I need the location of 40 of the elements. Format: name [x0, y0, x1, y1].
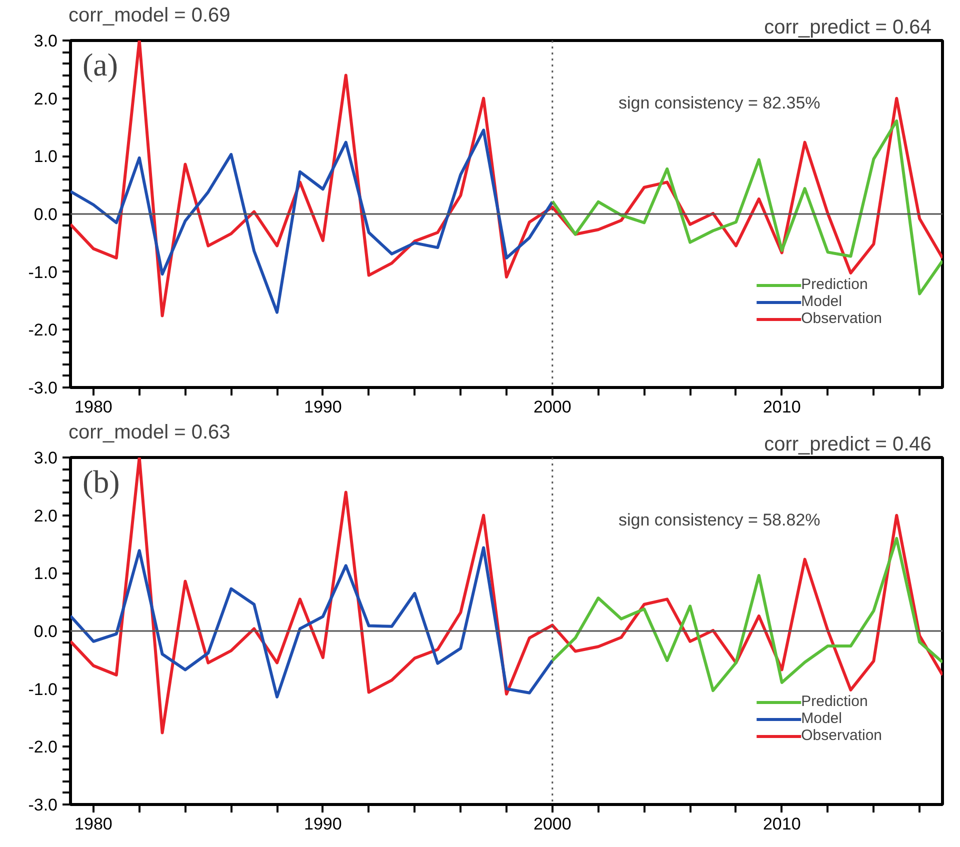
- x-tick-label: 2000: [533, 398, 572, 416]
- legend-label: Model: [801, 293, 842, 310]
- line-series: [550, 119, 942, 296]
- chart-subtitle: corr_predict = 0.46: [764, 434, 932, 456]
- chart-subtitle: corr_predict = 0.64: [764, 16, 932, 38]
- legend-label: Prediction: [801, 693, 868, 710]
- y-tick-label: 2.0: [34, 89, 58, 108]
- y-tick-label: 1.0: [34, 147, 58, 166]
- y-tick-label: -1.0: [28, 680, 58, 699]
- chart-title: corr_model = 0.69: [68, 4, 230, 26]
- legend-label: Observation: [801, 310, 882, 327]
- legend-label: Model: [801, 710, 842, 727]
- y-tick-label: 1.0: [34, 564, 58, 584]
- y-tick-label: 3.0: [34, 448, 58, 468]
- y-tick-label: -2.0: [28, 320, 58, 340]
- legend-label: Observation: [801, 727, 882, 744]
- x-tick-label: 1990: [304, 814, 342, 834]
- x-tick-label: 1980: [74, 814, 112, 834]
- annotation: sign consistency = 82.35%: [618, 94, 820, 112]
- line-series: [70, 546, 554, 698]
- y-tick-label: 3.0: [34, 32, 58, 50]
- y-tick-label: -2.0: [28, 738, 58, 757]
- y-tick-label: -1.0: [28, 262, 58, 282]
- legend-label: Prediction: [801, 276, 868, 293]
- y-tick-label: -3.0: [28, 796, 58, 814]
- y-tick-label: 0.0: [34, 622, 58, 641]
- y-tick-label: 2.0: [34, 506, 58, 526]
- y-tick-label: -3.0: [28, 378, 58, 398]
- annotation: sign consistency = 58.82%: [618, 510, 820, 530]
- line-series: [550, 536, 942, 692]
- annotation: (a): [82, 46, 118, 82]
- y-tick-label: 0.0: [34, 205, 58, 224]
- x-tick-label: 1990: [304, 398, 342, 416]
- line-series: [70, 128, 554, 314]
- x-tick-label: 2010: [762, 814, 801, 834]
- x-tick-label: 1980: [74, 398, 112, 416]
- x-tick-label: 2010: [762, 398, 801, 416]
- x-tick-label: 2000: [533, 814, 572, 834]
- annotation: (b): [82, 464, 120, 500]
- chart-title: corr_model = 0.63: [68, 422, 230, 444]
